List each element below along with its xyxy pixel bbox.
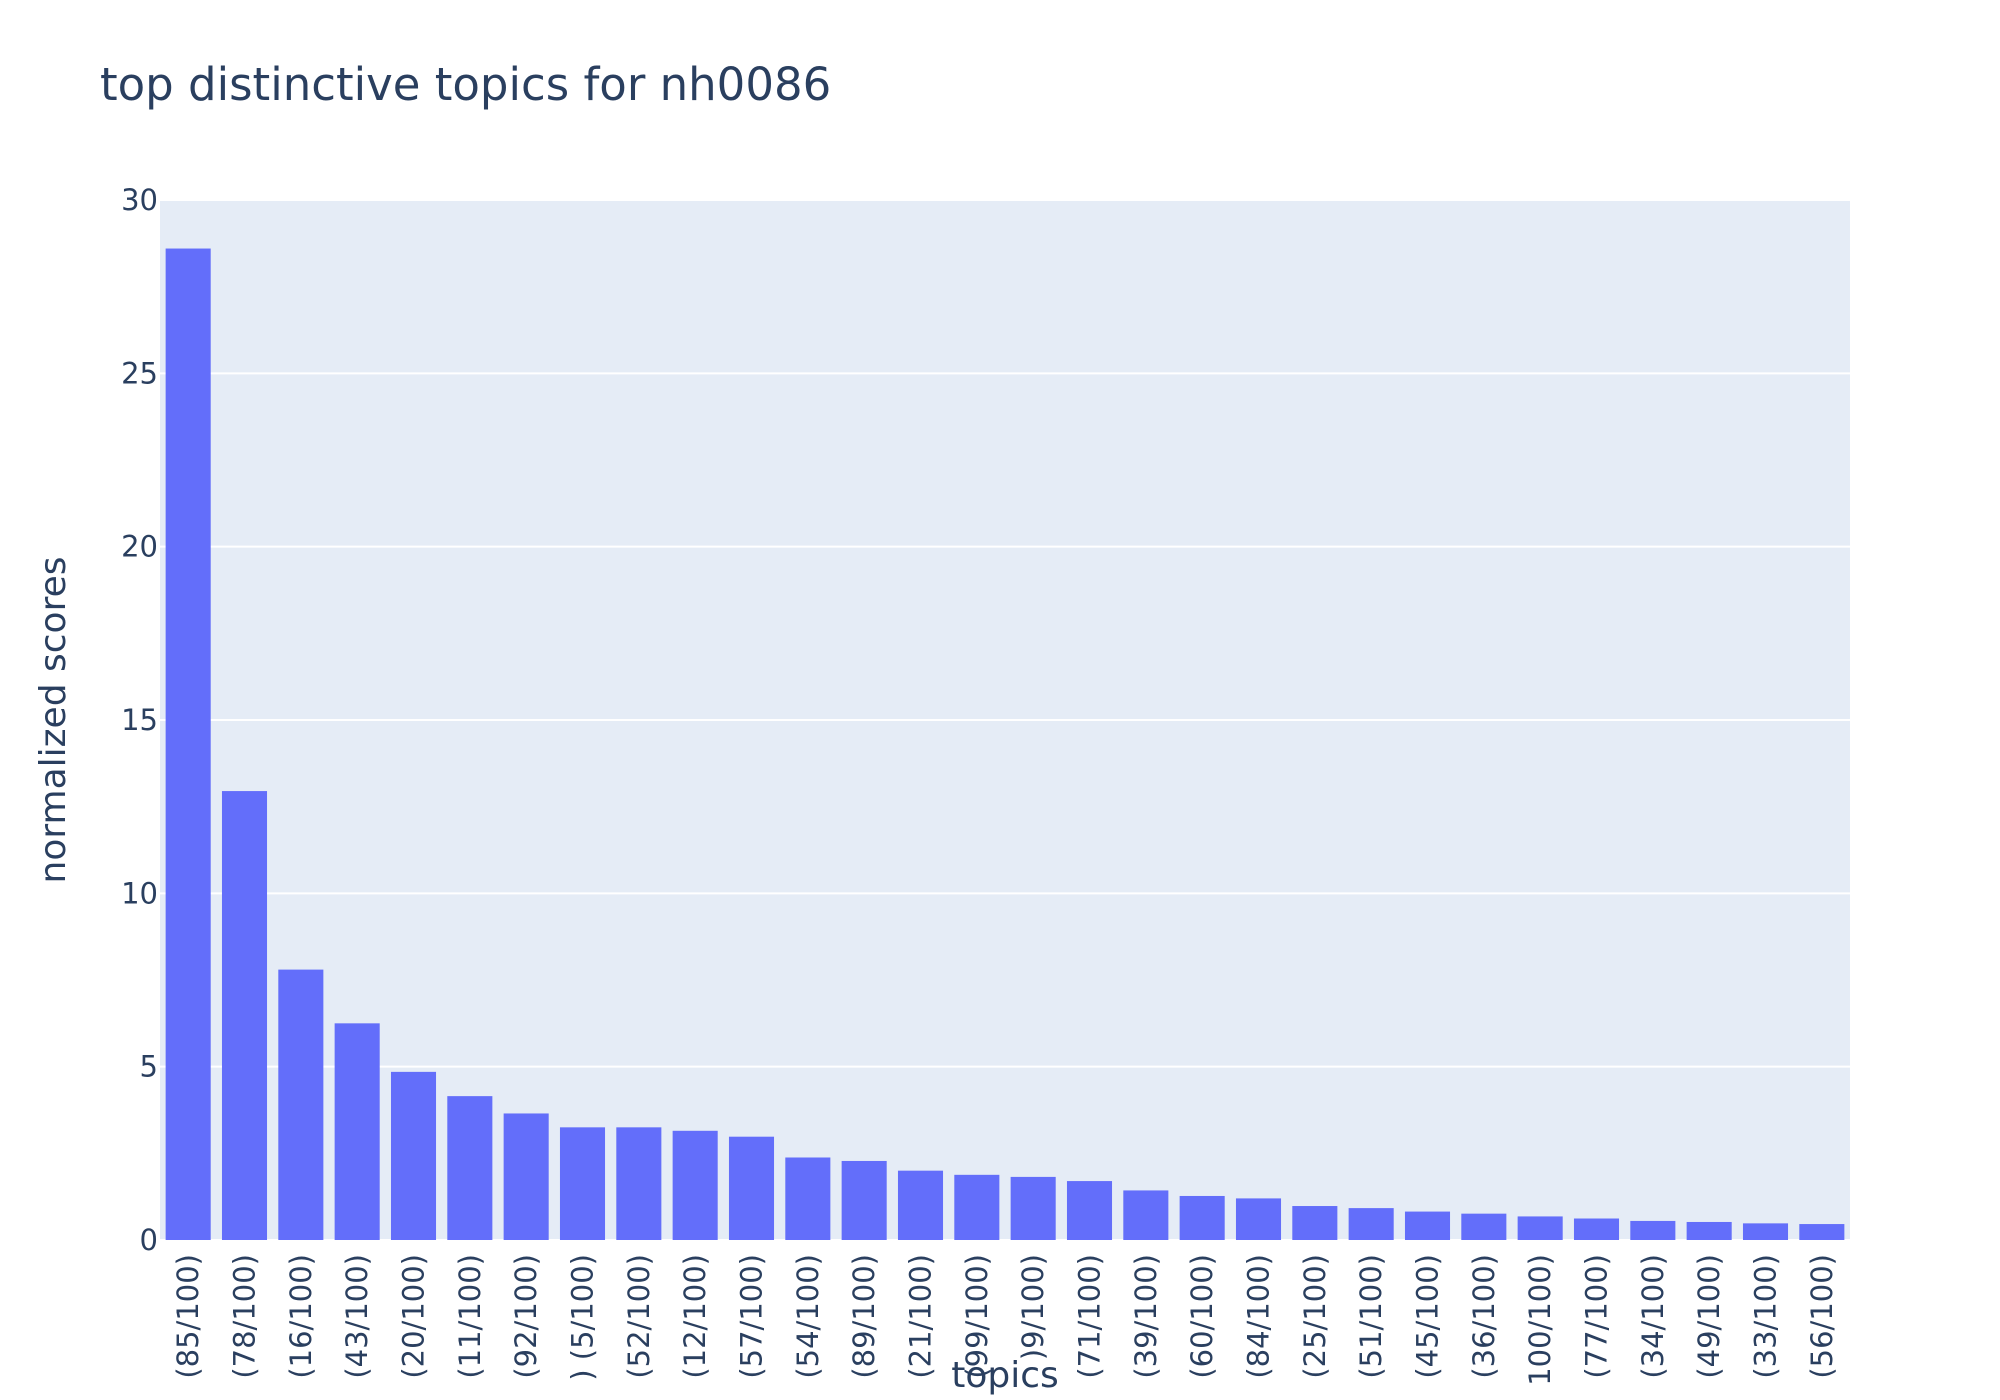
bar bbox=[165, 248, 211, 1241]
bar bbox=[897, 1170, 944, 1240]
x-tick-label: (89/100) bbox=[847, 1254, 881, 1379]
bar bbox=[1066, 1181, 1113, 1240]
x-tick-label: (43/100) bbox=[340, 1254, 374, 1379]
bar bbox=[1517, 1216, 1563, 1240]
x-tick-label: (77/100) bbox=[1580, 1254, 1614, 1379]
chart-title: top distinctive topics for nh0086 bbox=[100, 58, 831, 111]
bar bbox=[221, 791, 268, 1240]
x-tick-label: (12/100) bbox=[678, 1254, 712, 1379]
bar bbox=[334, 1023, 380, 1240]
y-tick-label: 20 bbox=[121, 530, 158, 564]
bar bbox=[616, 1127, 662, 1240]
bar bbox=[503, 1113, 549, 1240]
x-tick-label: (92/100) bbox=[509, 1254, 543, 1379]
bar bbox=[1461, 1213, 1507, 1240]
x-tick-label: (51/100) bbox=[1354, 1254, 1388, 1379]
bar bbox=[785, 1157, 831, 1240]
x-tick-label: (52/100) bbox=[622, 1254, 656, 1379]
x-tick-label: (34/100) bbox=[1636, 1254, 1670, 1379]
bar bbox=[559, 1127, 606, 1240]
x-tick-label: (36/100) bbox=[1467, 1254, 1501, 1379]
x-tick-label: (45/100) bbox=[1411, 1254, 1445, 1379]
bar bbox=[954, 1174, 1000, 1240]
x-tick-label: ) (5/100) bbox=[566, 1254, 600, 1381]
bar bbox=[1179, 1195, 1225, 1240]
y-axis-title: normalized scores bbox=[33, 557, 74, 884]
bar bbox=[1799, 1224, 1845, 1240]
x-tick-label: (16/100) bbox=[284, 1254, 318, 1379]
bar bbox=[390, 1071, 437, 1240]
gridlines bbox=[160, 199, 1850, 1241]
x-tick-label: (84/100) bbox=[1242, 1254, 1276, 1379]
bar bbox=[1742, 1223, 1789, 1240]
bar bbox=[278, 969, 324, 1240]
x-tick-label: (56/100) bbox=[1805, 1254, 1839, 1379]
bar bbox=[1404, 1211, 1451, 1240]
x-tick-label: 100/100) bbox=[1523, 1254, 1557, 1386]
x-tick-label: (78/100) bbox=[228, 1254, 262, 1379]
y-tick-label: 15 bbox=[121, 703, 158, 737]
y-tick-label: 5 bbox=[140, 1050, 158, 1084]
y-tick-label: 25 bbox=[121, 356, 158, 390]
bar bbox=[1686, 1221, 1732, 1240]
x-tick-label: (54/100) bbox=[791, 1254, 825, 1379]
bar bbox=[1010, 1176, 1056, 1240]
bar bbox=[1123, 1190, 1169, 1240]
x-tick-label: (21/100) bbox=[904, 1254, 938, 1379]
y-tick-labels: 0 5 10 15 20 25 30 bbox=[121, 183, 158, 1257]
x-tick-label: (20/100) bbox=[397, 1254, 431, 1379]
y-tick-label: 10 bbox=[121, 876, 158, 910]
bar bbox=[841, 1160, 887, 1240]
x-axis-title: topics bbox=[951, 1355, 1059, 1396]
bar bbox=[1348, 1208, 1394, 1240]
x-tick-label: (57/100) bbox=[735, 1254, 769, 1379]
x-tick-label: )9/100) bbox=[1016, 1254, 1050, 1360]
bar bbox=[1235, 1198, 1282, 1240]
x-tick-label: (25/100) bbox=[1298, 1254, 1332, 1379]
bar bbox=[672, 1130, 718, 1240]
x-tick-label: (11/100) bbox=[453, 1254, 487, 1379]
bar bbox=[1292, 1206, 1338, 1240]
y-tick-label: 30 bbox=[121, 183, 158, 217]
x-tick-label: (49/100) bbox=[1692, 1254, 1726, 1379]
bar bbox=[1630, 1220, 1676, 1240]
x-tick-label: (39/100) bbox=[1129, 1254, 1163, 1379]
x-tick-label: (85/100) bbox=[171, 1254, 205, 1379]
x-tick-label: (33/100) bbox=[1749, 1254, 1783, 1379]
bar bbox=[1573, 1218, 1620, 1240]
bar bbox=[447, 1096, 493, 1240]
x-tick-label: (71/100) bbox=[1073, 1254, 1107, 1379]
bars bbox=[165, 248, 1845, 1241]
bar bbox=[728, 1136, 775, 1240]
y-tick-label: 0 bbox=[140, 1223, 158, 1257]
x-tick-label: (60/100) bbox=[1185, 1254, 1219, 1379]
x-tick-label: (99/100) bbox=[960, 1254, 994, 1379]
x-tick-labels: (85/100) (78/100) (16/100) (43/100) (20/100)… bbox=[171, 1254, 1839, 1386]
